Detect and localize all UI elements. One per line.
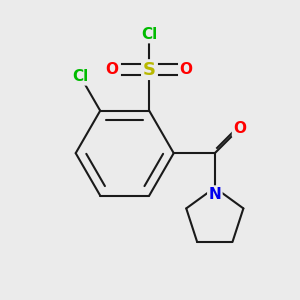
Text: O: O: [180, 62, 193, 77]
Text: Cl: Cl: [73, 69, 89, 84]
Text: Cl: Cl: [141, 27, 157, 42]
Text: O: O: [233, 121, 246, 136]
Text: S: S: [143, 61, 156, 79]
Text: N: N: [208, 187, 221, 202]
Text: N: N: [208, 187, 221, 202]
Text: O: O: [106, 62, 119, 77]
